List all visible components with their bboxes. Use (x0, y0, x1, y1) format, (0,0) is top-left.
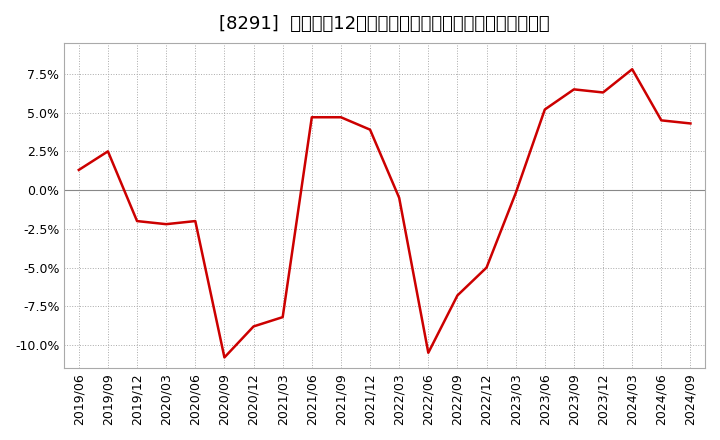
Title: [8291]  売上高の12か月移動合計の対前年同期増減率の推移: [8291] 売上高の12か月移動合計の対前年同期増減率の推移 (220, 15, 550, 33)
